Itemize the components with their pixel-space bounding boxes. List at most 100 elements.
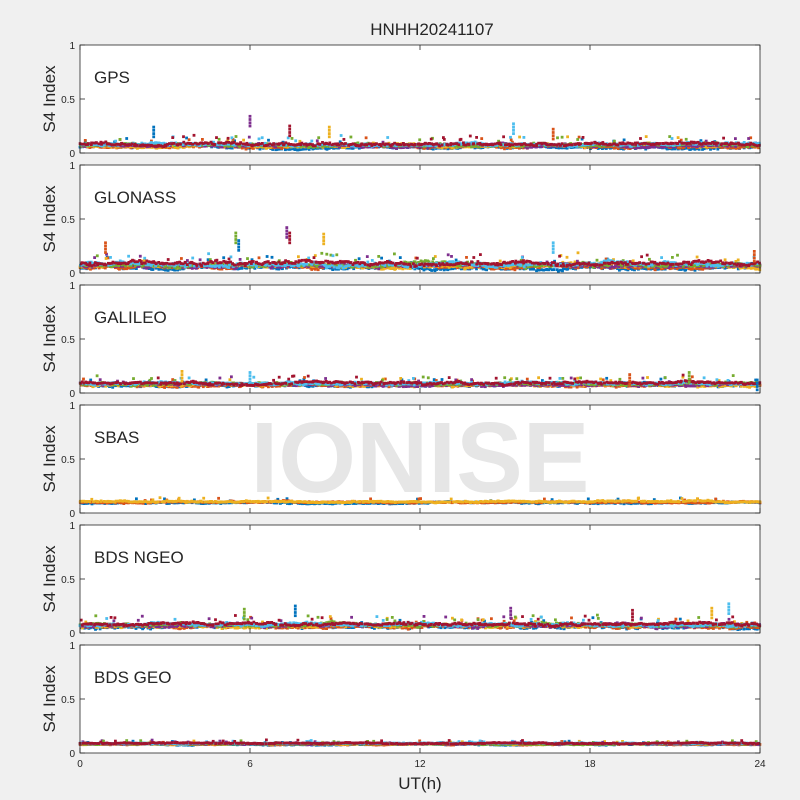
- data-point: [465, 256, 468, 259]
- data-point: [683, 141, 686, 145]
- data-point: [540, 142, 544, 146]
- data-point: [109, 145, 113, 149]
- data-point: [252, 143, 256, 147]
- spike-point: [288, 131, 292, 134]
- data-point: [276, 147, 280, 151]
- data-point: [233, 139, 236, 143]
- data-point: [365, 255, 369, 258]
- data-point: [583, 146, 587, 149]
- data-point: [405, 146, 409, 149]
- data-point: [275, 148, 278, 151]
- data-point: [639, 137, 642, 140]
- data-point: [347, 146, 351, 150]
- data-point: [298, 148, 302, 151]
- data-point: [555, 146, 558, 150]
- data-point: [284, 141, 288, 145]
- data-point: [325, 147, 329, 151]
- y-tick-label: 1: [69, 41, 75, 52]
- data-point: [678, 146, 681, 150]
- data-point: [422, 145, 426, 148]
- data-point: [264, 147, 268, 150]
- data-point: [362, 145, 366, 149]
- data-point: [498, 259, 502, 263]
- data-point: [487, 143, 490, 147]
- data-point: [234, 135, 238, 138]
- data-point: [532, 267, 535, 271]
- data-point: [722, 136, 725, 140]
- data-point: [122, 267, 126, 271]
- data-point: [684, 144, 688, 147]
- data-point: [628, 141, 632, 145]
- data-point: [453, 144, 457, 148]
- data-point: [565, 255, 569, 259]
- y-tick-label: 0: [69, 149, 75, 160]
- data-point: [201, 143, 204, 147]
- data-point: [115, 145, 118, 149]
- data-point: [247, 135, 251, 139]
- data-point: [365, 143, 368, 147]
- data-point: [446, 143, 450, 147]
- data-point: [576, 138, 580, 141]
- data-point: [274, 145, 278, 149]
- data-point: [320, 251, 324, 255]
- data-point: [650, 145, 654, 149]
- data-point: [258, 147, 262, 151]
- data-point: [730, 146, 734, 150]
- data-point: [192, 133, 196, 137]
- data-point: [518, 146, 521, 150]
- data-point: [332, 146, 335, 150]
- data-point: [413, 143, 417, 146]
- data-point: [430, 269, 434, 272]
- data-point: [522, 144, 526, 148]
- data-point: [475, 136, 478, 139]
- data-point: [364, 136, 368, 140]
- data-point: [518, 135, 521, 139]
- data-point: [360, 142, 364, 146]
- data-point: [676, 136, 680, 139]
- data-point: [692, 144, 696, 148]
- spike-point: [288, 127, 292, 131]
- data-point: [201, 138, 204, 141]
- data-point: [686, 141, 690, 145]
- data-point: [340, 142, 343, 145]
- spike-point: [551, 134, 555, 138]
- data-point: [291, 147, 294, 151]
- data-point: [644, 135, 648, 138]
- data-point: [621, 145, 624, 148]
- panel-name: GPS: [94, 68, 130, 87]
- data-point: [219, 141, 223, 145]
- data-point: [136, 146, 140, 149]
- data-point: [736, 258, 740, 262]
- y-axis-label: S4 Index: [40, 65, 59, 133]
- data-point: [158, 146, 162, 150]
- data-point: [564, 146, 567, 150]
- data-point: [625, 145, 628, 149]
- data-point: [135, 143, 139, 147]
- data-point: [431, 147, 435, 151]
- data-point: [393, 146, 396, 150]
- data-point: [565, 146, 569, 150]
- data-point: [147, 143, 150, 147]
- data-point: [344, 142, 347, 145]
- data-point: [180, 257, 183, 260]
- data-point: [237, 267, 241, 270]
- data-point: [459, 137, 463, 141]
- y-tick-label: 0.5: [61, 95, 75, 106]
- data-point: [240, 146, 244, 150]
- data-point: [450, 255, 453, 258]
- data-point: [740, 143, 744, 147]
- data-point: [697, 144, 701, 148]
- data-point: [580, 137, 584, 141]
- data-point: [278, 145, 282, 149]
- data-point: [238, 258, 242, 261]
- data-point: [670, 137, 674, 140]
- data-point: [426, 146, 430, 150]
- data-point: [738, 143, 741, 146]
- data-point: [185, 136, 188, 140]
- data-point: [509, 138, 513, 142]
- data-point: [622, 138, 626, 142]
- data-point: [125, 137, 129, 140]
- data-point: [316, 268, 320, 272]
- spike-point: [512, 122, 515, 126]
